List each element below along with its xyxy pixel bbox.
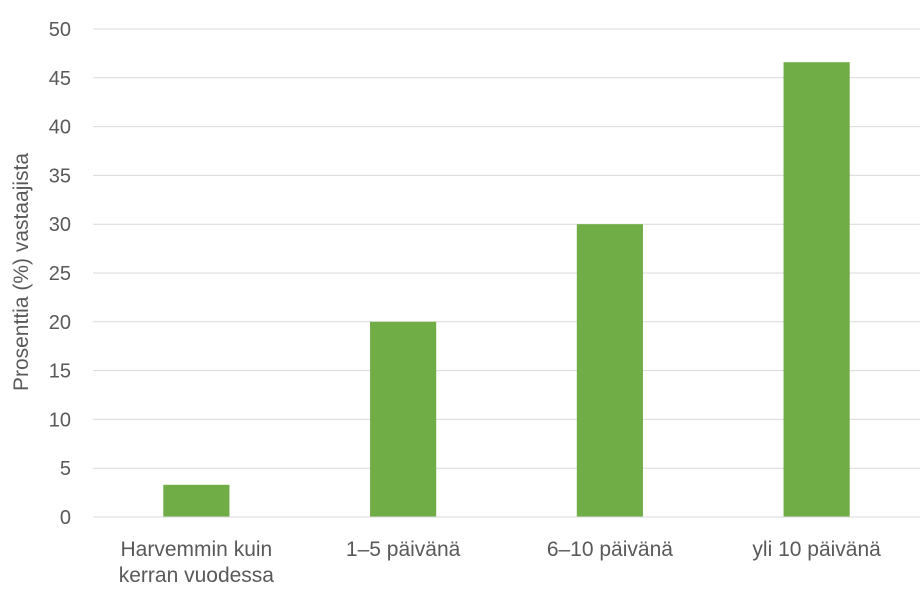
bar <box>783 62 850 518</box>
y-tick-label: 10 <box>49 409 71 431</box>
y-tick-label: 40 <box>49 117 71 139</box>
y-tick-label: 50 <box>49 19 71 41</box>
gridlines <box>93 28 920 469</box>
y-axis-title: Prosenttia (%) vastaajista <box>10 153 33 391</box>
y-tick-label: 35 <box>49 165 71 187</box>
x-tick-label: 6–10 päivänä <box>547 538 673 561</box>
x-tick-label-line: yli 10 päivänä <box>752 538 881 561</box>
y-tick-label: 25 <box>49 263 71 285</box>
y-tick-label: 30 <box>49 214 71 236</box>
bars <box>163 62 850 518</box>
x-tick-label: 1–5 päivänä <box>346 538 461 561</box>
y-axis-ticks: 0 5 10 15 20 25 30 35 40 45 50 <box>49 19 71 529</box>
y-tick-label: 0 <box>60 507 71 529</box>
y-tick-label: 15 <box>49 361 71 383</box>
bar <box>370 321 437 517</box>
x-axis-labels: Harvemmin kuin kerran vuodessa 1–5 päivänä… <box>119 538 881 587</box>
x-tick-label: yli 10 päivänä <box>752 538 881 561</box>
bar <box>163 484 230 517</box>
y-tick-label: 20 <box>49 312 71 334</box>
x-tick-label-line: 6–10 päivänä <box>547 538 673 561</box>
bar <box>576 224 643 517</box>
y-tick-label: 5 <box>60 458 71 480</box>
y-tick-label: 45 <box>49 68 71 90</box>
x-tick-label-line: 1–5 päivänä <box>346 538 461 561</box>
x-tick-label: Harvemmin kuin kerran vuodessa <box>119 538 275 586</box>
x-tick-label-line: kerran vuodessa <box>119 564 275 586</box>
x-tick-label-line: Harvemmin kuin <box>121 538 273 561</box>
